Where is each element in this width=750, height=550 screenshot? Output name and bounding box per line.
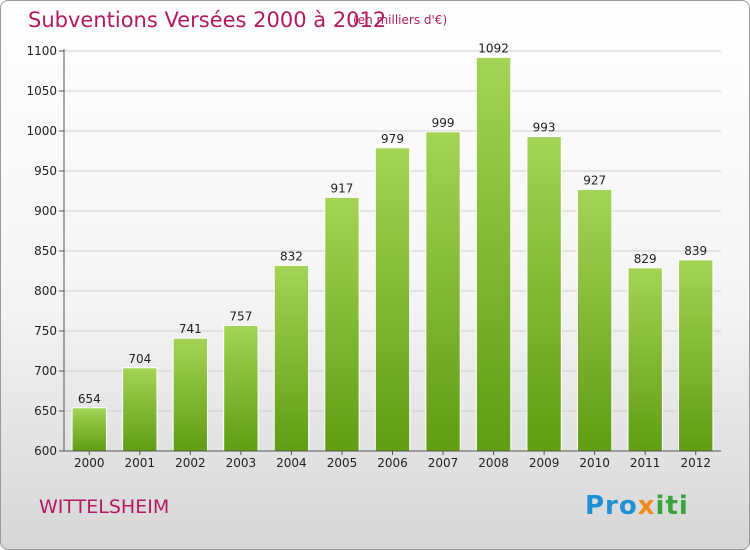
y-tick-label: 700	[34, 364, 57, 378]
bar-2005	[324, 196, 360, 452]
value-label-2006: 979	[381, 132, 404, 146]
x-tick-label-2002: 2002	[175, 456, 206, 470]
bar-2007	[425, 131, 461, 452]
value-label-2011: 829	[634, 252, 657, 266]
y-tick-label: 1050	[26, 84, 57, 98]
y-tick-label: 1000	[26, 124, 57, 138]
y-tick-label: 800	[34, 284, 57, 298]
bar-2010	[576, 188, 613, 452]
bar-2004	[273, 264, 310, 452]
bar-2009	[526, 136, 562, 452]
value-label-2009: 993	[533, 121, 556, 135]
x-tick-label-2008: 2008	[478, 456, 509, 470]
logo-part-1: Pro	[585, 491, 638, 521]
x-tick-label-2005: 2005	[327, 456, 358, 470]
axes: 600 650 700 750 800 850 900 950 1000 1050 1100 2000…	[26, 44, 721, 470]
y-tick-label: 1100	[26, 44, 57, 58]
chart-title: Subventions Versées 2000 à 2012	[28, 8, 387, 32]
bar-2006	[374, 147, 411, 452]
y-tick-label: 600	[34, 444, 57, 458]
bars: 654 704 741 757 832 917 979 999 1092 993 927 829 839	[71, 41, 714, 452]
bar-2008	[475, 56, 512, 452]
y-tick-label: 650	[34, 404, 57, 418]
bar-2011	[627, 267, 663, 452]
x-tick-label-2010: 2010	[579, 456, 610, 470]
y-tick-label: 850	[34, 244, 57, 258]
value-label-2007: 999	[432, 116, 455, 130]
y-tick-label: 750	[34, 324, 57, 338]
value-label-2012: 839	[684, 244, 707, 258]
x-tick-label-2001: 2001	[125, 456, 156, 470]
value-label-2004: 832	[280, 249, 303, 263]
proxiti-logo[interactable]: Proxiti	[585, 491, 689, 521]
x-tick-label-2007: 2007	[428, 456, 459, 470]
y-tick-label: 950	[34, 164, 57, 178]
value-label-2005: 917	[331, 181, 354, 195]
x-tick-label-2009: 2009	[529, 456, 560, 470]
x-tick-label-2012: 2012	[680, 456, 711, 470]
logo-part-3: iti	[655, 491, 689, 521]
value-label-2000: 654	[78, 392, 101, 406]
bar-2012	[678, 259, 714, 452]
logo-part-2: x	[637, 491, 656, 521]
value-label-2010: 927	[583, 173, 606, 187]
x-tick-label-2003: 2003	[226, 456, 257, 470]
bar-2003	[223, 324, 259, 452]
y-tick-label: 900	[34, 204, 57, 218]
value-label-2003: 757	[229, 309, 252, 323]
town-name: WITTELSHEIM	[39, 496, 170, 518]
value-label-2001: 704	[128, 352, 151, 366]
bar-2002	[172, 337, 209, 452]
value-label-2002: 741	[179, 322, 202, 336]
x-tick-label-2006: 2006	[377, 456, 408, 470]
bar-2000	[71, 407, 107, 452]
x-tick-label-2000: 2000	[74, 456, 105, 470]
x-tick-label-2004: 2004	[276, 456, 307, 470]
chart-subtitle: (en milliers d'€)	[353, 13, 448, 27]
value-label-2008: 1092	[478, 41, 509, 55]
x-tick-label-2011: 2011	[630, 456, 661, 470]
bar-2001	[122, 367, 158, 452]
